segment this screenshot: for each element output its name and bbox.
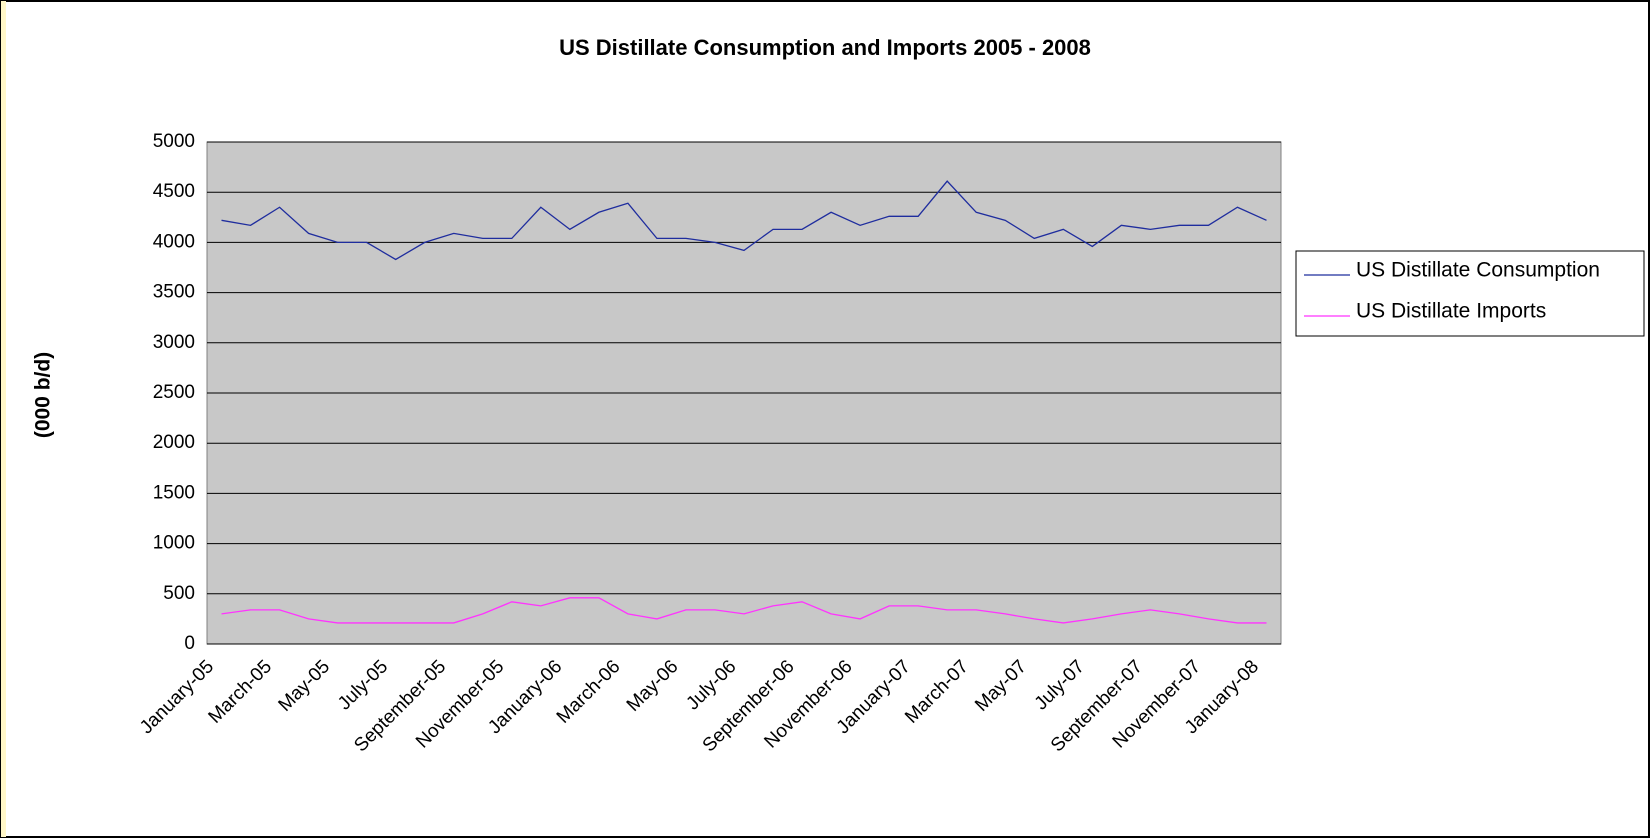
line-series [221,180,1267,261]
y-tick-label: 500 [163,583,195,604]
legend-box [1295,250,1645,337]
chart-title: US Distillate Consumption and Imports 20… [559,35,1091,60]
y-tick-label: 0 [184,633,195,654]
legend-label: US Distillate Imports [1356,300,1546,323]
y-tick-label: 4500 [153,181,195,202]
y-tick-label: 5000 [153,131,195,152]
y-axis-label: (000 b/d) [32,352,55,438]
y-tick-label: 2500 [153,382,195,403]
legend-label: US Distillate Consumption [1356,259,1600,282]
y-tick-label: 4000 [153,231,195,252]
y-tick-label: 1500 [153,482,195,503]
y-tick-label: 1000 [153,533,195,554]
legend: US Distillate Consumption US Distillate I… [1295,250,1645,337]
y-tick-label: 3500 [153,282,195,303]
y-tick-label: 2000 [153,432,195,453]
y-tick-label: 3000 [153,332,195,353]
frame-edge [1,1,6,837]
line-series [221,597,1267,624]
